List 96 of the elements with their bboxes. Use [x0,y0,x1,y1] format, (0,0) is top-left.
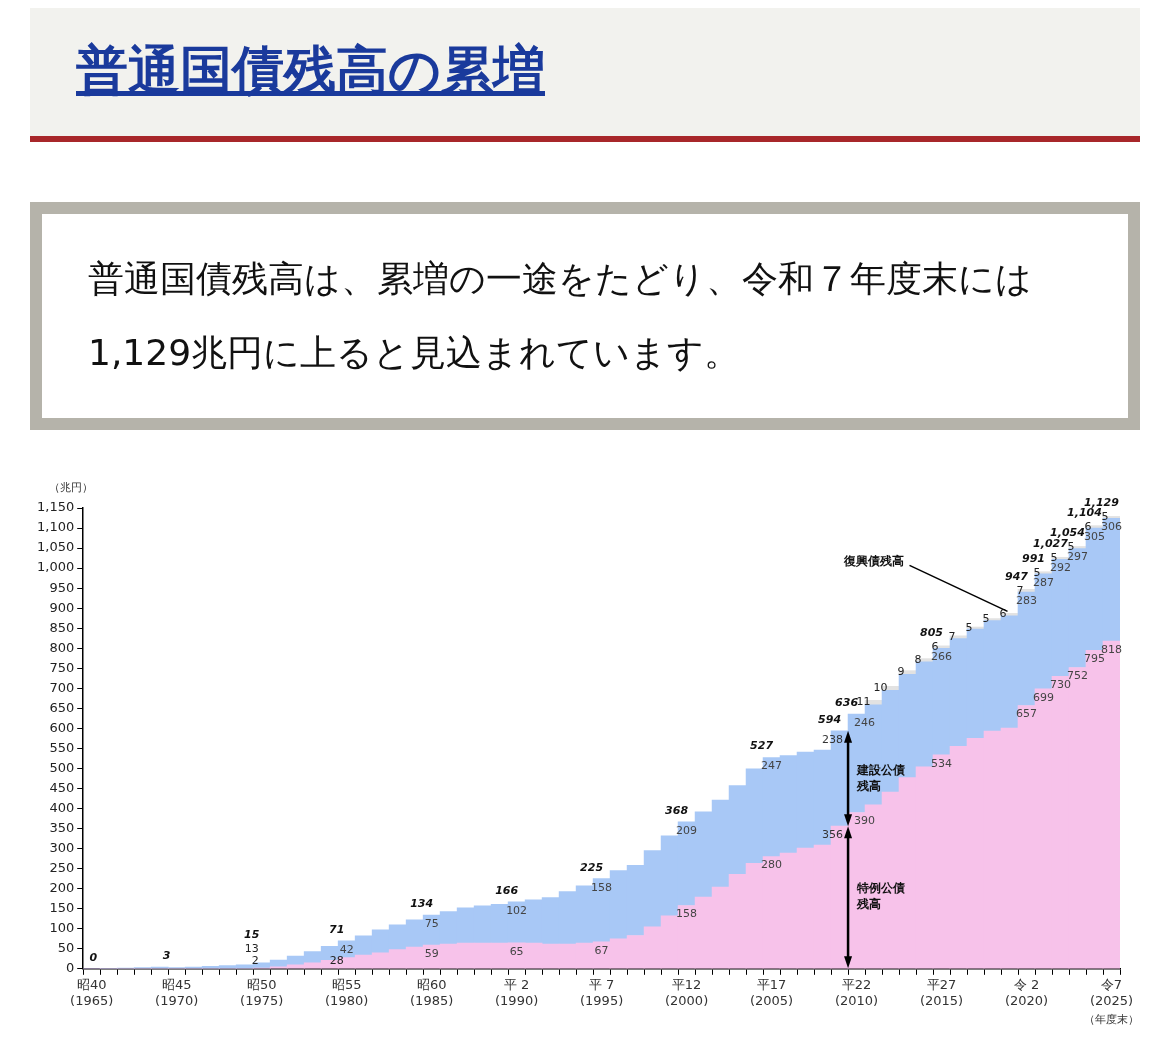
data-label: 65 [509,944,524,958]
x-tick-label: 昭40 (1965) [70,976,114,1008]
series-label: 建設公債残高 [856,762,906,793]
data-label: 7 [1016,583,1024,597]
data-label: 534 [931,756,953,770]
data-label: 356 [822,828,844,842]
data-label: 657 [1016,707,1038,721]
data-label: 2 [251,953,259,967]
data-label: 6 [999,607,1007,621]
data-label: 102 [506,903,528,917]
y-tick-label: 850 [49,619,75,635]
data-label: 11 [856,695,871,709]
y-tick-label: 650 [49,699,75,715]
y-tick-label: 800 [49,639,75,655]
total-label: 947 [1005,569,1029,583]
x-tick-label: 昭60 (1985) [410,976,454,1008]
x-tick-label: 平 2 (1990) [495,976,539,1008]
total-label: 225 [580,860,604,874]
total-label: 805 [920,625,944,639]
y-tick-label: 150 [49,900,75,916]
x-tick-label: 平12 (2000) [664,976,709,1008]
x-tick-label: 平 7 (1995) [579,976,624,1008]
data-label: 238 [822,732,844,746]
data-label: 283 [1016,594,1038,608]
y-tick-label: 1,050 [37,539,75,555]
x-tick-label: 昭50 (1975) [240,976,284,1008]
x-tick-label: 令7 (2025) [1089,976,1134,1008]
data-label: 5 [965,620,973,634]
total-label: 594 [818,712,842,726]
data-label: 209 [676,823,698,837]
x-tick-label: 平22 (2010) [834,976,879,1008]
data-label: 9 [897,665,905,679]
y-tick-label: 600 [49,719,75,735]
x-tick-label: 平27 (2015) [919,976,964,1008]
y-tick-label: 1,100 [37,519,75,535]
chart-subtitle: 普通国債残高は、累増の一途をたどり、令和７年度末には1,129兆円に上ると見込まれています。 [30,202,1140,430]
chart-title: 普通国債残高の累増 [76,40,545,100]
data-label: 42 [339,942,354,956]
y-tick-label: 700 [49,679,75,695]
total-label: 0 [89,950,98,964]
data-label: 28 [329,953,344,967]
x-tick-label: 令 2 (2020) [1004,976,1049,1008]
y-tick-label: 300 [49,839,75,855]
data-label: 6 [931,639,939,653]
total-label: 71 [329,922,345,936]
data-label: 158 [676,907,698,921]
y-tick-label: 900 [49,599,75,615]
data-label: 390 [854,814,876,828]
data-label: 8 [914,653,922,667]
data-label: 266 [931,650,953,664]
x-axis-title: （年度末） [1084,1012,1139,1026]
series-label: 特例公債残高 [856,881,906,912]
data-label: 5 [982,612,990,626]
y-tick-label: 550 [49,739,75,755]
data-label: 10 [873,681,888,695]
y-axis-title: （兆円） [49,480,94,494]
x-tick-label: 平17 (2005) [749,976,794,1008]
total-label: 991 [1022,551,1045,565]
total-label: 3 [162,949,171,963]
y-tick-label: 1,150 [37,499,75,515]
y-tick-label: 950 [49,579,75,595]
data-label: 75 [424,916,439,930]
y-tick-label: 350 [49,819,75,835]
y-tick-label: 100 [49,920,75,936]
total-label: 636 [835,695,859,709]
data-label: 297 [1067,550,1089,564]
y-tick-label: 500 [49,759,75,775]
text: 復興債残高 [842,553,904,568]
y-tick-label: 750 [49,659,75,675]
y-tick-label: 0 [65,960,75,976]
total-label: 1,027 [1033,537,1069,551]
total-label: 15 [244,927,260,941]
data-label: 13 [244,941,259,955]
y-tick-label: 400 [49,799,75,815]
data-label: 67 [594,943,609,957]
x-tick-label: 昭55 (1980) [325,976,369,1008]
total-label: 1,054 [1050,526,1085,540]
data-label: 7 [948,630,956,644]
data-label: 292 [1050,561,1072,575]
data-label: 158 [591,880,613,894]
data-label: 699 [1033,690,1055,704]
y-tick-label: 450 [49,779,75,795]
data-label: 246 [854,715,876,729]
data-label: 280 [761,858,783,872]
x-tick-label: 昭45 (1970) [155,976,199,1008]
data-label: 247 [761,759,783,773]
y-tick-label: 200 [49,880,75,896]
y-tick-label: 250 [49,860,75,875]
total-label: 527 [750,739,774,753]
total-label: 368 [665,803,689,817]
data-label: 59 [424,947,439,961]
y-tick-label: 1,000 [37,559,75,575]
y-tick-label: 50 [57,940,75,956]
total-label: 166 [495,883,519,897]
data-label: 730 [1050,678,1072,692]
total-label: 134 [410,896,434,910]
